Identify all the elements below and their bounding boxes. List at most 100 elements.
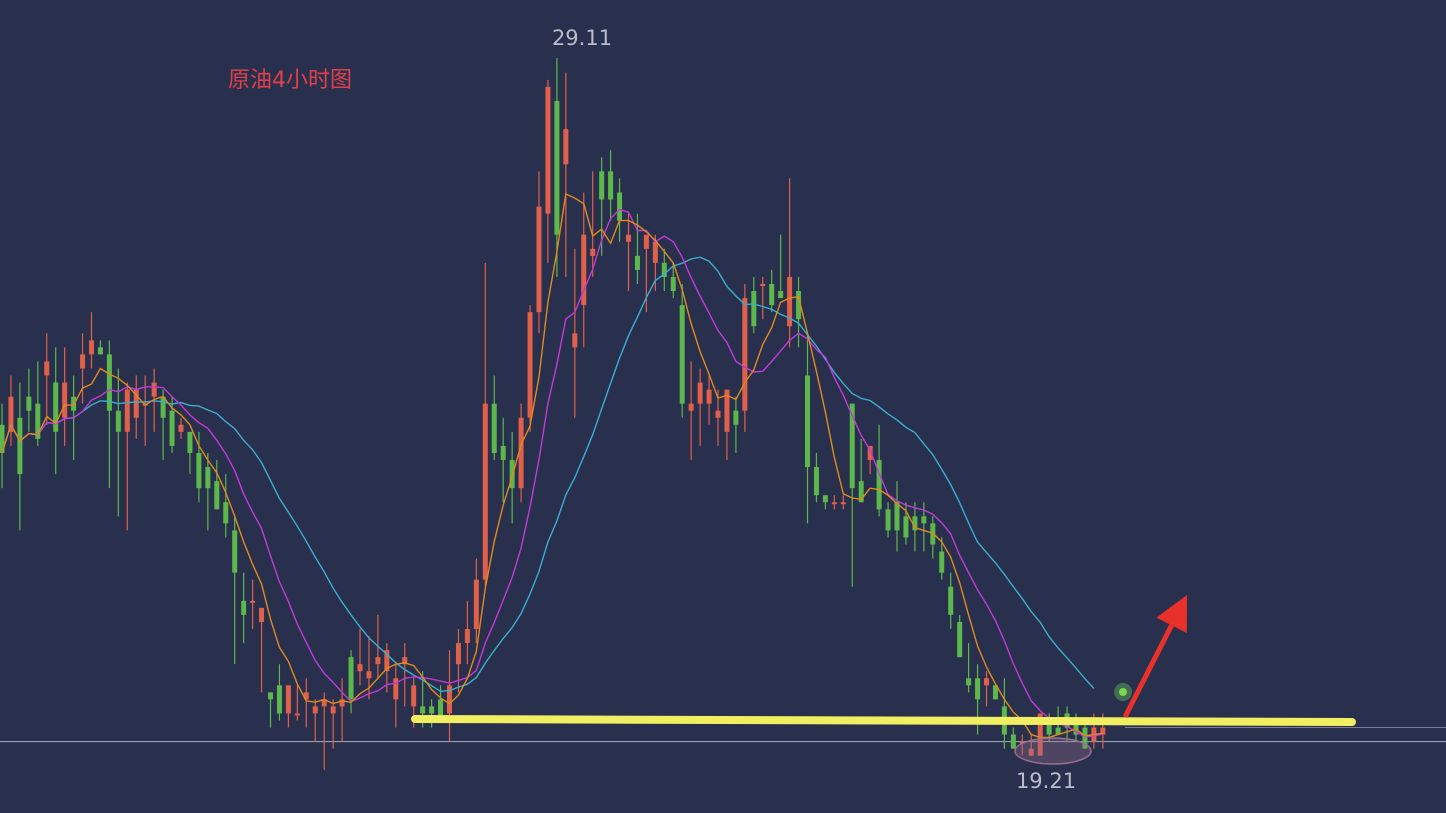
candle-body — [375, 657, 381, 665]
candle-body — [858, 481, 864, 503]
candle — [62, 347, 68, 446]
candle-body — [921, 516, 927, 524]
candle — [294, 685, 300, 721]
candle — [232, 516, 238, 665]
moving-averages — [1, 192, 1103, 739]
candle — [626, 213, 631, 292]
candle — [939, 537, 945, 580]
ma-fast-line — [1, 192, 1103, 739]
candle — [661, 248, 667, 292]
candle-body — [447, 685, 452, 714]
candle — [89, 312, 94, 369]
candle — [196, 431, 202, 503]
candle — [670, 262, 676, 299]
candle-body — [939, 551, 945, 573]
candle-body — [1046, 720, 1052, 735]
upward-arrow-head — [1156, 595, 1187, 633]
candle — [608, 150, 614, 221]
candle-body — [312, 706, 318, 714]
candle-body — [643, 234, 649, 249]
candle-body — [241, 600, 247, 615]
candle-body — [115, 410, 121, 432]
candle — [473, 558, 479, 644]
candle — [223, 474, 229, 538]
candle — [259, 607, 265, 693]
candle-body — [1037, 713, 1043, 756]
candle — [17, 382, 23, 531]
candle — [97, 340, 103, 355]
candle — [447, 650, 452, 742]
candle — [1010, 727, 1016, 749]
candle-body — [822, 495, 828, 503]
candle — [339, 678, 345, 742]
candle — [796, 276, 802, 348]
candle-body — [563, 129, 569, 165]
candle — [455, 628, 461, 693]
candle-body — [751, 291, 757, 327]
candle-body — [294, 713, 300, 716]
candle-body — [1010, 734, 1016, 749]
ma-mid-line — [1, 208, 1103, 738]
candle — [831, 495, 837, 510]
candle-body — [1073, 720, 1079, 735]
candle-body — [455, 643, 461, 665]
candle — [241, 572, 247, 644]
candle — [984, 671, 989, 707]
candle-body — [384, 650, 390, 672]
candle — [858, 438, 864, 503]
candle-body — [975, 678, 981, 700]
candle-body — [509, 460, 515, 489]
candle-body — [366, 671, 372, 679]
candle-body — [796, 291, 802, 320]
candle-body — [357, 664, 363, 672]
candle-body — [133, 389, 139, 418]
candle — [527, 305, 533, 432]
candle — [393, 664, 399, 728]
candle — [285, 685, 291, 728]
candle — [697, 368, 703, 446]
candle-body — [733, 410, 739, 425]
candle — [876, 424, 882, 517]
candle — [133, 375, 139, 439]
candle-body — [1055, 727, 1061, 735]
candle — [53, 347, 59, 475]
chart-title: 原油4小时图 — [228, 68, 352, 93]
high-price-label: 29.11 — [552, 26, 612, 50]
support-highlight-line — [411, 715, 1356, 726]
candle-body — [473, 579, 479, 629]
candle — [867, 445, 873, 475]
upward-arrow-shaft — [1122, 624, 1174, 719]
candle-body — [724, 389, 730, 432]
candle — [518, 403, 524, 503]
candle-body — [482, 403, 488, 580]
candle — [805, 333, 810, 524]
candle — [178, 417, 184, 439]
candle — [44, 333, 50, 425]
candle-body — [992, 685, 998, 700]
candle-body — [500, 445, 506, 461]
candle — [80, 333, 86, 404]
candle-body — [661, 262, 667, 277]
candle — [679, 283, 685, 418]
candle — [688, 361, 694, 461]
candle — [822, 495, 828, 510]
candle-body — [706, 389, 712, 404]
candle — [545, 79, 551, 263]
candle — [402, 643, 408, 707]
candle — [715, 389, 721, 446]
candle-body — [518, 417, 524, 489]
candle-body — [276, 685, 282, 714]
candle-body — [1082, 727, 1088, 749]
candle-body — [151, 382, 157, 397]
candle — [563, 72, 569, 277]
candle — [948, 572, 954, 629]
candle — [643, 234, 649, 313]
candle — [957, 614, 963, 658]
candle — [992, 685, 998, 700]
candle-body — [420, 706, 426, 714]
candle-body — [545, 86, 551, 214]
candle — [813, 452, 819, 503]
candle-body — [178, 424, 184, 432]
